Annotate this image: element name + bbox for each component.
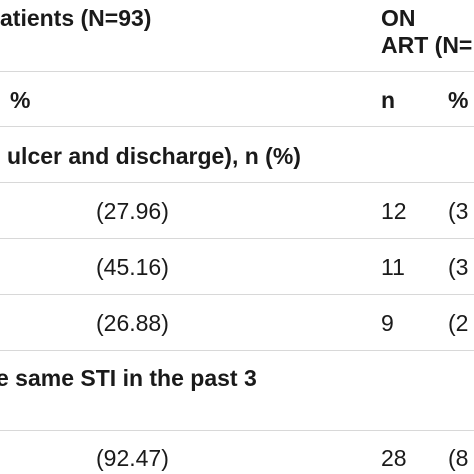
section1-title: ulcer and discharge), n (%): [7, 143, 301, 169]
col-header-pct2: %: [448, 87, 469, 113]
col-header-divider: [0, 126, 474, 127]
row-2-divider: [0, 294, 474, 295]
group-header-label: atients (N=93): [0, 5, 152, 31]
row-3-divider: [0, 350, 474, 351]
col-header-n: n: [381, 87, 396, 113]
table-row-3-n: 9: [381, 310, 394, 336]
header-divider: [0, 71, 474, 72]
table-row-3-pct: (26.88): [96, 310, 169, 336]
section2-divider: [0, 430, 474, 431]
section1-divider: [0, 182, 474, 183]
table-row-2-pct: (45.16): [96, 254, 169, 280]
table-row-4-pct: (92.47): [96, 445, 169, 471]
table-row-1-n: 12: [381, 198, 407, 224]
table-row-3-pct2: (2: [448, 310, 469, 336]
table-row-4-n: 28: [381, 445, 407, 471]
table-row-2-pct2: (3: [448, 254, 469, 280]
on-art-header-line1: ON: [381, 5, 416, 31]
table-row-2-n: 11: [381, 254, 405, 280]
row-1-divider: [0, 238, 474, 239]
table-row-1-pct: (27.96): [96, 198, 169, 224]
on-art-header-line2: ART (N=: [381, 32, 473, 58]
table-row-4-pct2: (8: [448, 445, 469, 471]
table-row-1-pct2: (3: [448, 198, 469, 224]
section2-title: e same STI in the past 3: [0, 365, 257, 391]
col-header-pct: %: [10, 87, 31, 113]
